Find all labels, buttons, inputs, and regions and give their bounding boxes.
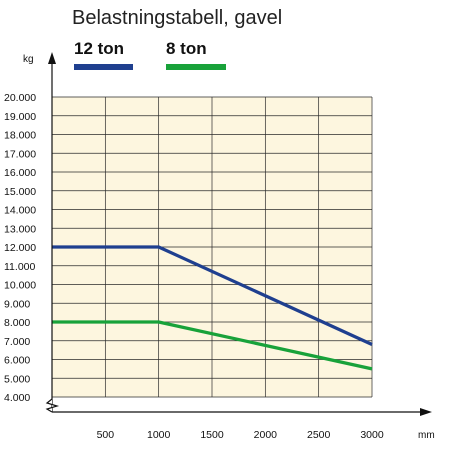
legend-swatch-2 — [166, 64, 226, 70]
y-tick-label: 14.000 — [4, 205, 36, 217]
y-tick-label: 7.000 — [4, 336, 30, 348]
y-axis-label: kg — [23, 54, 34, 65]
axis-break-mark — [45, 398, 60, 413]
x-axis-label: mm — [418, 430, 435, 441]
y-tick-label: 10.000 — [4, 280, 36, 292]
y-tick-label: 18.000 — [4, 130, 36, 142]
x-tick-label: 3000 — [360, 429, 384, 441]
y-tick-label: 20.000 — [4, 92, 36, 104]
y-tick-labels: 20.000 19.000 18.000 17.000 16.000 15.000 14.0… — [4, 92, 36, 404]
x-tick-label: 2000 — [254, 429, 278, 441]
y-tick-label: 5.000 — [4, 373, 30, 385]
y-tick-label: 12.000 — [4, 242, 36, 254]
y-tick-label: 13.000 — [4, 223, 36, 235]
y-tick-label: 19.000 — [4, 111, 36, 123]
x-axis-arrow — [420, 408, 432, 416]
y-tick-label: 4.000 — [4, 392, 30, 404]
y-tick-label: 16.000 — [4, 167, 36, 179]
x-tick-label: 1000 — [147, 429, 171, 441]
legend-label-1: 12 ton — [74, 39, 124, 58]
x-tick-labels: 500 1000 1500 2000 2500 3000 — [97, 429, 384, 441]
y-axis-arrow — [48, 52, 56, 64]
chart-title: Belastningstabell, gavel — [72, 7, 282, 29]
x-tick-label: 1500 — [200, 429, 224, 441]
legend: 12 ton 8 ton — [74, 39, 226, 70]
legend-swatch-1 — [74, 64, 133, 70]
series-line-2 — [52, 320, 373, 371]
y-tick-label: 11.000 — [4, 261, 35, 273]
series-line-1 — [52, 245, 373, 346]
y-tick-label: 8.000 — [4, 317, 30, 329]
series-lines — [52, 245, 373, 371]
axes — [45, 52, 432, 416]
legend-label-2: 8 ton — [166, 39, 207, 58]
y-tick-label: 15.000 — [4, 186, 36, 198]
x-tick-label: 2500 — [307, 429, 331, 441]
y-tick-label: 6.000 — [4, 355, 30, 367]
y-tick-label: 9.000 — [4, 298, 30, 310]
x-tick-label: 500 — [97, 429, 115, 441]
y-tick-label: 17.000 — [4, 148, 36, 160]
